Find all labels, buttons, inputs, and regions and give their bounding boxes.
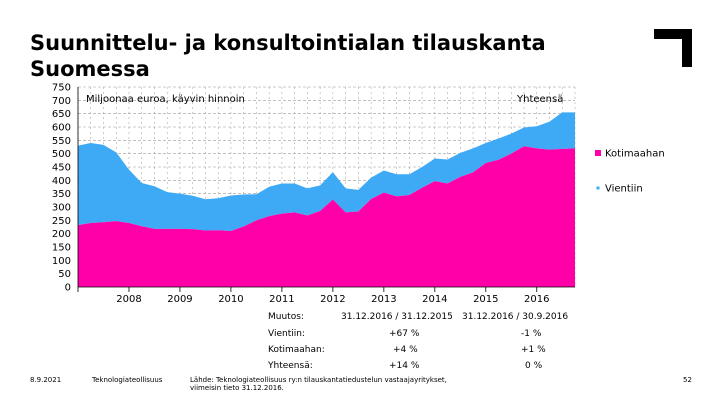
change-row-value1: +4 % [393,345,418,355]
y-axis-label: Miljoonaa euroa, käyvin hinnoin [86,94,245,105]
y-tick-label: 650 [52,109,71,120]
x-tick-label: 2011 [269,294,294,305]
x-tick-label: 2014 [422,294,447,305]
y-tick-label: 450 [52,163,71,174]
y-tick-label: 50 [58,269,71,280]
change-table-row: Vientiin: +67 % -1 % [268,329,578,345]
footer-source-line2: viimeisin tieto 31.12.2016. [190,384,284,392]
change-header-period2: 31.12.2016 / 30.9.2016 [462,312,569,322]
y-tick-label: 0 [65,283,71,294]
y-tick-label: 400 [52,176,71,187]
x-tick-label: 2016 [524,294,549,305]
footer-organization: Teknologiateollisuus [92,376,163,384]
change-table-row: Kotimaahan: +4 % +1 % [268,345,578,361]
kotimaahan-area [78,146,575,287]
footer-page-number: 52 [683,376,692,384]
change-row-label: Yhteensä: [268,361,313,371]
area-layer [78,112,575,287]
footer-date: 8.9.2021 [30,376,62,384]
change-row-value2: +1 % [521,345,546,355]
y-tick-label: 600 [52,123,71,134]
change-row-label: Kotimaahan: [268,345,325,355]
y-tick-label: 500 [52,149,71,160]
y-tick-label: 250 [52,216,71,227]
y-tick-label: 350 [52,189,71,200]
change-row-value1: +67 % [389,329,420,339]
x-tick-label: 2010 [218,294,243,305]
x-tick-label: 2008 [116,294,141,305]
axes: 7507006506005505004504003503002502001501… [52,83,575,305]
y-tick-label: 750 [52,83,71,94]
legend: Kotimaahan Vientiin [595,149,665,195]
change-row-value1: +14 % [389,361,420,371]
footer-source-line1: Lähde: Teknologiateollisuus ry:n tilausk… [190,376,447,384]
slide-title: Suunnittelu- ja konsultointialan tilausk… [30,31,546,81]
corner-bracket-logo-icon [654,29,692,67]
legend-swatch [595,150,601,156]
change-table-header: Muutos: 31.12.2016 / 31.12.2015 31.12.20… [268,312,578,328]
x-tick-label: 2012 [320,294,345,305]
legend-swatch [596,186,600,190]
x-tick-label: 2015 [473,294,498,305]
total-series-label: Yhteensä [516,94,563,105]
x-tick-label: 2009 [167,294,192,305]
vientiin-area [78,112,575,231]
y-tick-label: 100 [52,256,71,267]
y-tick-label: 550 [52,136,71,147]
y-tick-label: 200 [52,229,71,240]
change-row-label: Vientiin: [268,329,305,339]
change-header-label: Muutos: [268,312,304,322]
y-tick-label: 300 [52,203,71,214]
y-tick-label: 150 [52,243,71,254]
legend-label: Kotimaahan [605,149,665,160]
change-row-value2: -1 % [521,329,542,339]
change-header-period1: 31.12.2016 / 31.12.2015 [341,312,453,322]
change-row-value2: 0 % [525,361,543,371]
y-tick-label: 700 [52,96,71,107]
change-table-row: Yhteensä: +14 % 0 % [268,361,578,377]
x-tick-label: 2013 [371,294,396,305]
legend-label: Vientiin [605,184,643,195]
